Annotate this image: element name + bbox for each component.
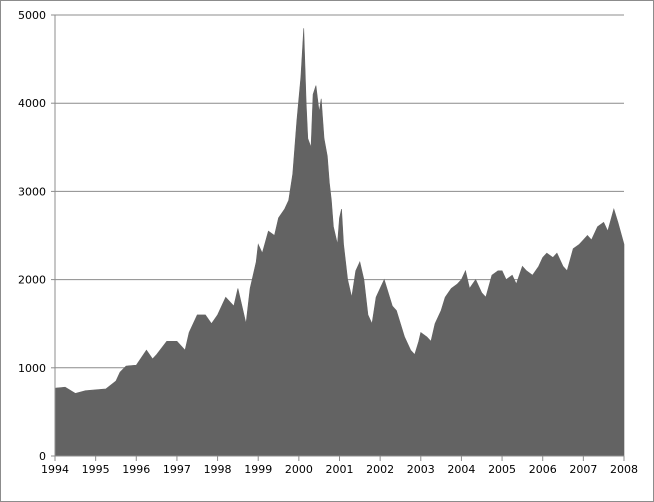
x-tick-label-2002: 2002 bbox=[366, 463, 394, 476]
y-tick-label-5000: 5000 bbox=[18, 9, 46, 22]
x-tick-label-1994: 1994 bbox=[41, 463, 69, 476]
series-area-0 bbox=[54, 28, 625, 457]
y-tick-label-1000: 1000 bbox=[18, 362, 46, 375]
x-tick-label-2003: 2003 bbox=[407, 463, 435, 476]
x-axis-ticks: 1994 1995 1996 1997 1998 1999 2000 2001 2002 2003… bbox=[41, 456, 638, 476]
series-layer bbox=[54, 28, 625, 457]
x-tick-label-1998: 1998 bbox=[204, 463, 232, 476]
x-tick-label-1995: 1995 bbox=[82, 463, 110, 476]
x-tick-label-2005: 2005 bbox=[488, 463, 516, 476]
y-tick-label-3000: 3000 bbox=[18, 185, 46, 198]
x-tick-label-2006: 2006 bbox=[529, 463, 557, 476]
y-axis-ticks: 0 1000 2000 3000 4000 5000 bbox=[18, 9, 55, 463]
x-tick-label-2000: 2000 bbox=[285, 463, 313, 476]
x-tick-label-1997: 1997 bbox=[163, 463, 191, 476]
y-tick-label-0: 0 bbox=[39, 450, 46, 463]
y-tick-label-4000: 4000 bbox=[18, 97, 46, 110]
x-tick-label-1996: 1996 bbox=[122, 463, 150, 476]
y-tick-label-2000: 2000 bbox=[18, 274, 46, 287]
x-tick-label-2008: 2008 bbox=[610, 463, 638, 476]
x-tick-label-1999: 1999 bbox=[244, 463, 272, 476]
x-tick-label-2007: 2007 bbox=[569, 463, 597, 476]
x-tick-label-2004: 2004 bbox=[447, 463, 475, 476]
x-tick-label-2001: 2001 bbox=[326, 463, 354, 476]
